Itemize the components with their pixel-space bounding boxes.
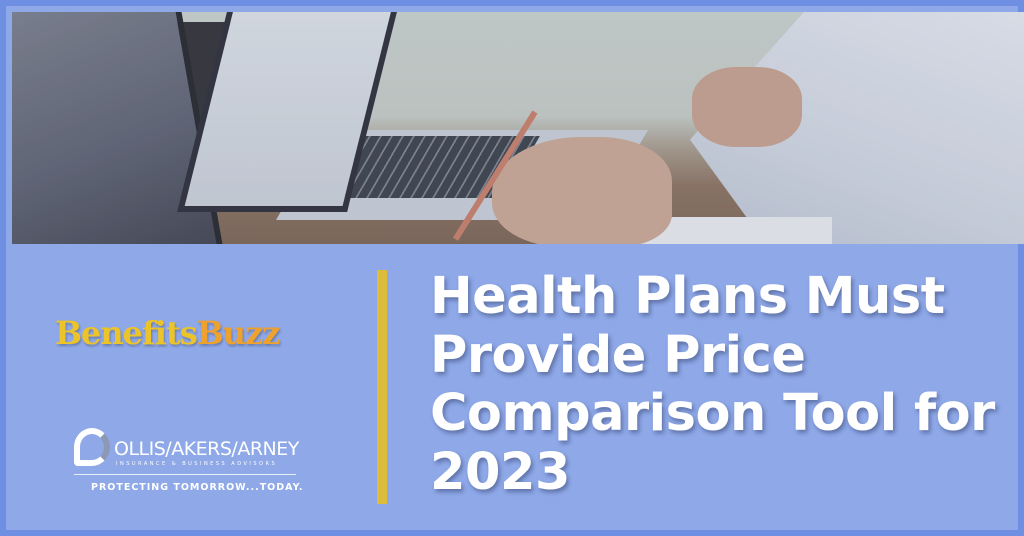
company-mark-icon bbox=[74, 428, 110, 466]
logo-buzz: Buzz bbox=[196, 314, 281, 352]
vertical-divider bbox=[377, 270, 387, 504]
hero-photo-office-laptops bbox=[12, 12, 1024, 244]
headline: Health Plans Must Provide Price Comparis… bbox=[430, 267, 995, 502]
company-subtitle: INSURANCE & BUSINESS ADVISORS bbox=[116, 461, 278, 467]
logo-divider bbox=[74, 474, 296, 475]
company-name: OLLIS/AKERS/ARNEY bbox=[114, 438, 299, 460]
logo-benefits: Benefits bbox=[55, 314, 198, 352]
company-tagline: PROTECTING TOMORROW...TODAY. bbox=[91, 482, 304, 493]
benefits-buzz-logo: BenefitsBuzz bbox=[55, 314, 281, 352]
